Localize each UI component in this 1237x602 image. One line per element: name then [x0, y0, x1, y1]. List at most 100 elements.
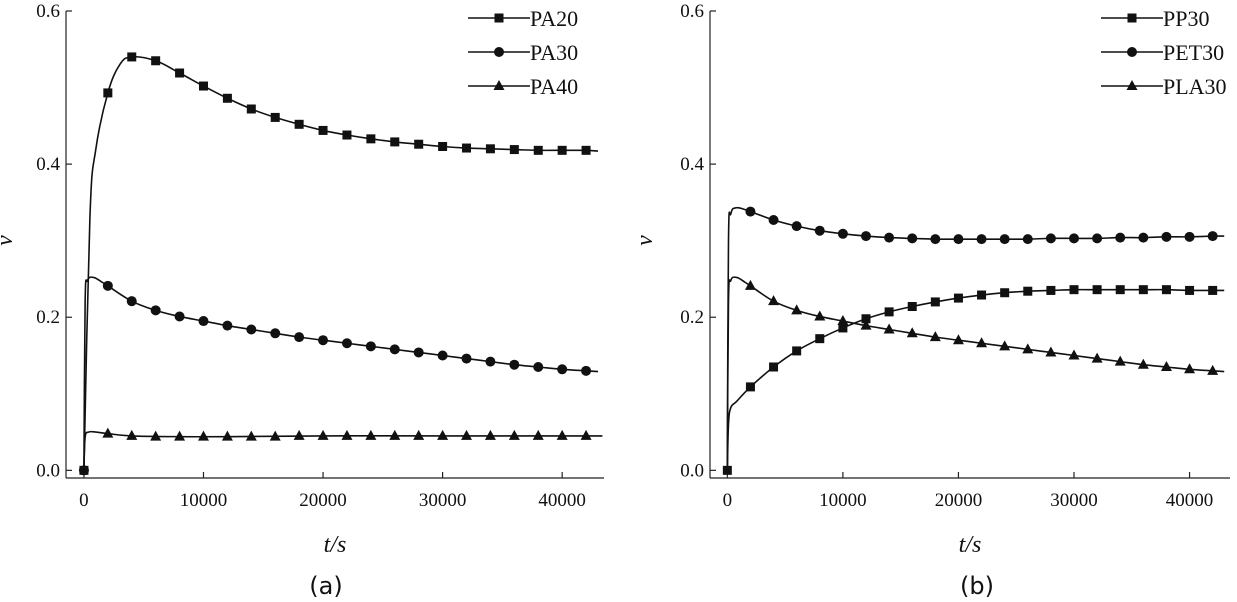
data-point [745, 382, 755, 392]
data-point [1160, 360, 1172, 371]
legend-item-pp30: PP30 [1101, 6, 1209, 31]
data-point [929, 331, 941, 342]
data-point [533, 145, 543, 155]
data-point [461, 429, 473, 440]
legend-item-pa20: PA20 [468, 6, 578, 31]
data-point [861, 314, 871, 324]
legend-label: PA40 [530, 74, 578, 99]
data-point [245, 430, 257, 441]
x-axis-label: t/s [324, 532, 347, 558]
data-point [1045, 233, 1056, 244]
data-point [722, 465, 732, 475]
series-line [726, 276, 1225, 471]
data-point [838, 323, 848, 333]
data-point [1161, 231, 1172, 242]
legend-marker [1126, 80, 1138, 90]
x-tick-label: 10000 [180, 490, 228, 511]
data-point [341, 338, 352, 349]
data-point [1045, 346, 1057, 357]
data-point [102, 427, 114, 438]
data-point [198, 81, 208, 91]
legend-item-pa30: PA30 [468, 40, 578, 65]
data-point [768, 215, 779, 226]
data-point [837, 228, 848, 239]
data-point [485, 356, 496, 367]
data-point [953, 234, 964, 245]
data-point [815, 334, 825, 344]
data-point [174, 311, 185, 322]
data-point [127, 52, 137, 62]
data-point [1185, 285, 1195, 295]
x-tick-label: 40000 [1166, 490, 1214, 511]
data-point [438, 142, 448, 152]
data-point [1138, 285, 1148, 295]
data-point [860, 319, 872, 330]
data-point [1023, 286, 1033, 296]
series-line [726, 288, 1225, 471]
data-point [365, 341, 376, 352]
data-point [414, 139, 424, 149]
data-point [1184, 231, 1195, 242]
legend-marker [493, 80, 505, 90]
legend-label: PLA30 [1163, 74, 1227, 99]
data-point [1137, 358, 1149, 369]
y-tick-label: 0.0 [680, 460, 704, 481]
data-point [269, 430, 281, 441]
data-point [745, 206, 756, 217]
x-tick-label: 0 [723, 490, 733, 511]
data-point [318, 335, 329, 346]
data-point [884, 232, 895, 243]
data-point [366, 134, 376, 144]
y-tick-label: 0.2 [36, 307, 60, 328]
x-tick-label: 10000 [819, 490, 867, 511]
data-point [508, 429, 520, 440]
data-point [977, 290, 987, 300]
data-point [509, 359, 520, 370]
data-point [462, 143, 472, 153]
data-point [270, 328, 281, 339]
data-point [999, 340, 1011, 351]
data-point [126, 429, 138, 440]
data-point [1207, 231, 1218, 242]
data-point [78, 465, 89, 476]
data-point [1184, 363, 1196, 374]
data-point [884, 307, 894, 317]
data-point [1022, 343, 1034, 354]
series-pa40 [83, 427, 603, 471]
data-point [814, 310, 826, 321]
data-point [930, 297, 940, 307]
data-point [246, 324, 257, 335]
data-point [246, 104, 256, 114]
data-point [270, 112, 280, 122]
legend-marker [1127, 47, 1137, 57]
data-point [906, 327, 918, 338]
data-point [581, 145, 591, 155]
data-point [768, 295, 780, 306]
data-point [461, 353, 472, 364]
data-point [1092, 233, 1103, 244]
legend-label: PP30 [1163, 6, 1209, 31]
data-point [999, 234, 1010, 245]
data-point [581, 365, 592, 376]
data-point [580, 429, 592, 440]
legend-marker [494, 47, 504, 57]
series-pla30 [726, 276, 1225, 471]
data-point [294, 332, 305, 343]
x-tick-label: 0 [79, 490, 89, 511]
data-point [342, 130, 352, 140]
data-point [174, 430, 186, 441]
data-point [198, 316, 209, 327]
y-tick-label: 0.6 [36, 1, 60, 22]
y-tick-label: 0.4 [680, 154, 704, 175]
data-point [150, 305, 161, 316]
x-tick-label: 20000 [299, 490, 347, 511]
data-point [413, 347, 424, 358]
data-point [744, 279, 756, 290]
data-point [557, 364, 568, 375]
series-pet30 [726, 206, 1225, 471]
data-point [976, 234, 987, 245]
x-tick-label: 40000 [538, 490, 586, 511]
panel-caption: (b) [960, 572, 994, 600]
data-point [953, 293, 963, 303]
